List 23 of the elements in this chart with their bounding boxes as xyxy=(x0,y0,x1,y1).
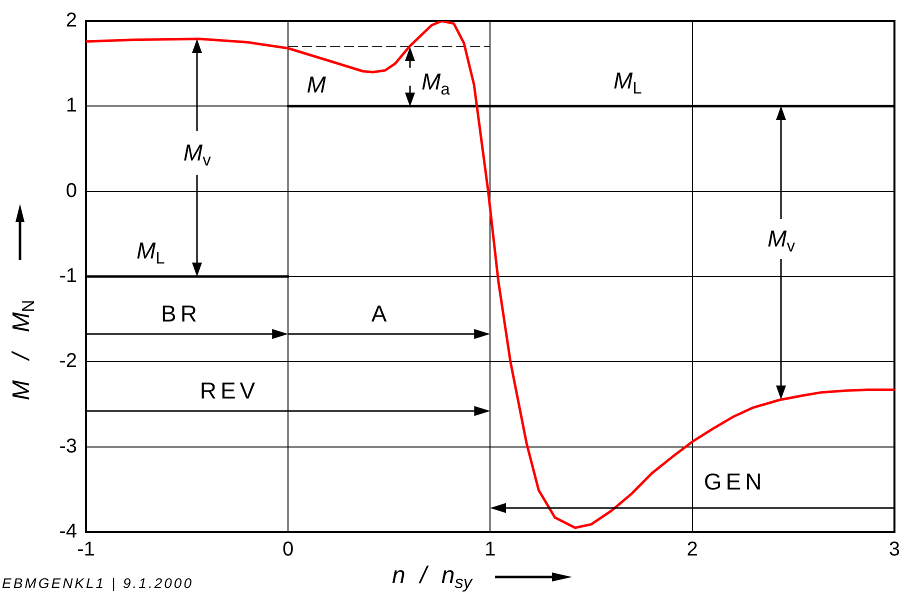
x-tick-label: 2 xyxy=(686,538,698,561)
text: EBMGENKL1 | 9.1.2000 xyxy=(2,575,194,591)
annotation: BR xyxy=(161,300,201,326)
annotation: GEN xyxy=(704,468,766,494)
x-tick-label: 0 xyxy=(282,538,294,561)
annotation: A xyxy=(371,300,391,326)
annotation: M xyxy=(306,71,326,98)
annotation: M$_{v}$ xyxy=(768,226,795,256)
annotation: M$_{a}$ xyxy=(421,68,450,99)
annotation: M$_{L}$ xyxy=(136,237,165,268)
y-tick-label: -3 xyxy=(59,435,77,458)
y-tick-label: -2 xyxy=(59,350,77,372)
y-tick-label: 0 xyxy=(66,180,77,202)
x-tick-label: 3 xyxy=(888,538,900,561)
y-tick-label: -1 xyxy=(59,265,77,288)
x-tick-label: 1 xyxy=(484,538,496,561)
y-tick-label: 1 xyxy=(66,94,77,117)
annotation: REV xyxy=(200,378,260,404)
y-tick-label: -4 xyxy=(59,520,77,543)
x-axis-title: n / n$_{sy}$ xyxy=(392,562,472,592)
annotation: M$_{L}$ xyxy=(613,68,642,98)
y-tick-label: 2 xyxy=(66,10,77,32)
annotation: M$_{v}$ xyxy=(183,139,211,170)
